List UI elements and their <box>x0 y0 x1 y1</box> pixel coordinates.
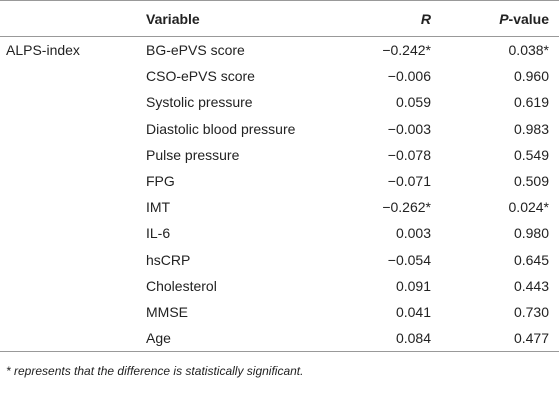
cell: hsCRP <box>146 251 191 268</box>
cell <box>0 89 146 115</box>
cell: −0.003 <box>387 120 431 137</box>
cell: Age <box>146 330 171 347</box>
cell: CSO-ePVS score <box>146 68 255 85</box>
footnote: * represents that the difference is stat… <box>6 364 304 379</box>
header-cell: P-value <box>439 1 559 37</box>
cell <box>0 273 146 299</box>
cell: IMT <box>146 199 171 216</box>
table-row: Diastolic blood pressure −0.003 0.983 <box>0 116 559 142</box>
table-row: Cholesterol 0.091 0.443 <box>0 273 559 299</box>
table-row: Age 0.084 0.477 <box>0 325 559 352</box>
header-cell <box>0 1 146 37</box>
table-row: ALPS-index BG-ePVS score −0.242* 0.038* <box>0 37 559 64</box>
cell: 0.980 <box>513 225 549 242</box>
group-label: ALPS-index <box>6 42 80 59</box>
header-text: P-value <box>499 10 549 27</box>
cell <box>0 116 146 142</box>
cell: −0.071 <box>387 173 431 190</box>
header-cell: R <box>420 10 431 27</box>
cell: Cholesterol <box>146 277 217 294</box>
cell: Diastolic blood pressure <box>146 120 296 137</box>
table-row: FPG −0.071 0.509 <box>0 168 559 194</box>
cell <box>0 142 146 168</box>
cell: 0.730 <box>513 303 549 320</box>
cell: 0.509 <box>513 173 549 190</box>
cell <box>0 63 146 89</box>
table-row: Systolic pressure 0.059 0.619 <box>0 89 559 115</box>
table-body: ALPS-index BG-ePVS score −0.242* 0.038* CSO-… <box>0 37 559 352</box>
cell: 0.960 <box>513 68 549 85</box>
cell: FPG <box>146 173 175 190</box>
cell: MMSE <box>146 303 188 320</box>
cell: −0.262* <box>382 199 431 216</box>
cell <box>0 194 146 220</box>
cell: 0.443 <box>513 277 549 294</box>
cell: 0.645 <box>513 251 549 268</box>
cell: 0.091 <box>395 277 431 294</box>
cell: 0.059 <box>395 94 431 111</box>
cell: 0.477 <box>513 330 549 347</box>
cell: −0.078 <box>387 146 431 163</box>
table-row: IL-6 0.003 0.980 <box>0 220 559 246</box>
cell: 0.024* <box>508 199 549 216</box>
cell <box>0 325 146 352</box>
table-head: Variable R P-value <box>0 0 559 37</box>
cell <box>0 168 146 194</box>
cell: BG-ePVS score <box>146 42 245 59</box>
cell: 0.003 <box>395 225 431 242</box>
cell: Systolic pressure <box>146 94 253 111</box>
header-cell: Variable <box>146 10 200 27</box>
cell: Pulse pressure <box>146 146 240 163</box>
cell: −0.054 <box>387 251 431 268</box>
cell: 0.084 <box>395 330 431 347</box>
table-row: IMT −0.262* 0.024* <box>0 194 559 220</box>
cell <box>0 220 146 246</box>
cell: −0.006 <box>387 68 431 85</box>
cell: IL-6 <box>146 225 171 242</box>
data-table: Variable R P-value ALPS-index BG-ePVS sco… <box>0 0 559 352</box>
header-row: Variable R P-value <box>0 0 559 37</box>
cell: 0.619 <box>513 94 549 111</box>
table-row: hsCRP −0.054 0.645 <box>0 247 559 273</box>
table-row: MMSE 0.041 0.730 <box>0 299 559 325</box>
cell <box>0 299 146 325</box>
cell: 0.041 <box>395 303 431 320</box>
cell: 0.549 <box>513 146 549 163</box>
cell: −0.242* <box>382 42 431 59</box>
cell: 0.038* <box>508 42 549 59</box>
cell: 0.983 <box>513 120 549 137</box>
cell <box>0 247 146 273</box>
table-row: CSO-ePVS score −0.006 0.960 <box>0 63 559 89</box>
table-row: Pulse pressure −0.078 0.549 <box>0 142 559 168</box>
